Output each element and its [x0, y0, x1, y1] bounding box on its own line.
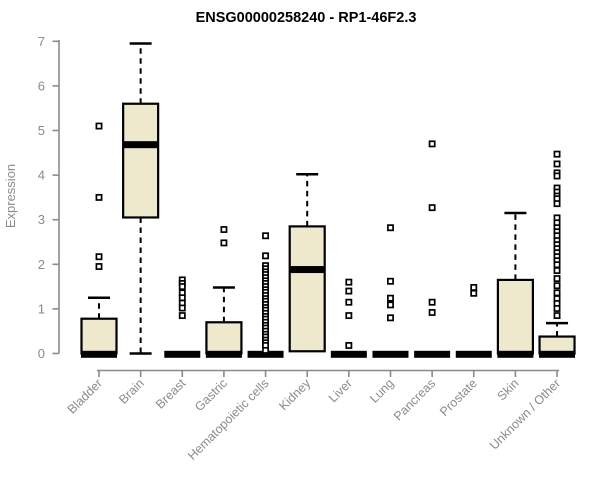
median-bar	[539, 350, 576, 358]
x-tick-label: Prostate	[437, 376, 480, 419]
box-iqr	[205, 321, 243, 355]
chart-title: ENSG00000258240 - RP1-46F2.3	[196, 10, 417, 26]
boxplot-gastric	[205, 226, 243, 358]
outlier-point	[553, 261, 561, 269]
outlier-point	[95, 263, 103, 270]
outlier-point	[428, 309, 436, 316]
outlier-point	[553, 305, 561, 312]
y-tick-label: 5	[38, 123, 45, 138]
outlier-point	[470, 284, 478, 291]
outlier-point	[178, 283, 186, 291]
outlier-point	[553, 267, 561, 274]
boxplot-brain	[122, 42, 160, 355]
median-bar	[497, 350, 534, 358]
outlier-point	[553, 172, 561, 180]
outlier-point	[95, 122, 103, 130]
outlier-point	[470, 289, 478, 297]
x-tick-label: Liver	[326, 376, 355, 405]
outlier-point	[95, 193, 103, 201]
outlier-point	[387, 294, 394, 302]
box-iqr	[496, 278, 534, 355]
boxplot-bladder	[80, 122, 118, 358]
outlier-point	[345, 287, 353, 295]
y-tick-label: 6	[38, 78, 45, 93]
outlier-point	[553, 160, 561, 168]
x-tick-label: Brain	[116, 376, 147, 407]
y-tick-label: 7	[38, 34, 45, 49]
boxplot-kidney	[288, 172, 326, 353]
outlier-point	[95, 253, 103, 261]
outlier-point	[428, 204, 436, 212]
outlier-point	[428, 140, 436, 148]
outlier-point	[553, 200, 561, 208]
outlier-point	[345, 298, 353, 306]
box-iqr	[80, 317, 118, 355]
outlier-point	[220, 239, 228, 247]
outlier-point	[553, 289, 561, 297]
outlier-point	[178, 304, 186, 312]
x-tick-label: Hematopoietic cells	[185, 376, 272, 463]
box-iqr	[122, 102, 160, 219]
median-bar	[81, 350, 117, 358]
x-tick-label: Breast	[153, 376, 189, 412]
y-tick-label: 2	[38, 257, 45, 272]
boxplot-breast	[164, 276, 201, 358]
boxplot-liver	[330, 278, 367, 358]
x-tick-label: Lung	[367, 376, 397, 406]
outlier-point	[178, 294, 186, 302]
boxplot-unknown-other	[538, 150, 576, 358]
outlier-point	[387, 224, 394, 232]
outlier-point	[553, 282, 561, 290]
median-bar	[414, 350, 451, 358]
x-tick-label: Bladder	[65, 376, 105, 416]
y-tick-label: 1	[38, 301, 45, 316]
median-bar	[372, 350, 409, 358]
x-tick-label: Kidney	[276, 376, 313, 413]
outlier-point	[387, 277, 394, 285]
x-tick-label: Gastric	[192, 376, 230, 414]
outlier-point	[345, 312, 353, 320]
median-bar	[164, 350, 201, 358]
median-bar	[205, 350, 242, 358]
boxplot-lung	[372, 224, 409, 358]
x-tick-label: Pancreas	[391, 376, 438, 423]
outlier-point	[345, 342, 353, 349]
boxplots-layer	[80, 42, 576, 358]
boxplot-hematopoietic-cells	[247, 232, 284, 358]
median-bar	[330, 350, 367, 358]
y-tick-label: 3	[38, 212, 45, 227]
outlier-point	[262, 346, 270, 354]
median-bar	[289, 266, 326, 274]
outlier-point	[220, 226, 228, 233]
boxplot-prostate	[455, 284, 492, 358]
x-tick-label: Unknown / Other	[487, 376, 563, 452]
median-bar	[122, 141, 159, 149]
outlier-point	[345, 278, 353, 286]
x-tick-label: Skin	[494, 376, 521, 403]
outlier-point	[387, 301, 394, 309]
outlier-point	[553, 312, 561, 320]
y-axis-label: Expression	[3, 164, 18, 228]
outlier-point	[178, 312, 186, 320]
boxplot-skin	[496, 211, 534, 358]
outlier-point	[553, 150, 561, 158]
y-tick-label: 0	[38, 346, 45, 361]
y-tick-label: 4	[38, 168, 45, 183]
outlier-point	[262, 252, 270, 260]
outlier-point	[262, 232, 270, 240]
median-bar	[247, 350, 284, 358]
outlier-point	[553, 275, 561, 283]
median-bar	[455, 350, 492, 358]
outlier-point	[428, 298, 436, 306]
boxplot-pancreas	[414, 140, 451, 358]
outlier-point	[387, 314, 394, 322]
box-iqr	[288, 225, 326, 353]
